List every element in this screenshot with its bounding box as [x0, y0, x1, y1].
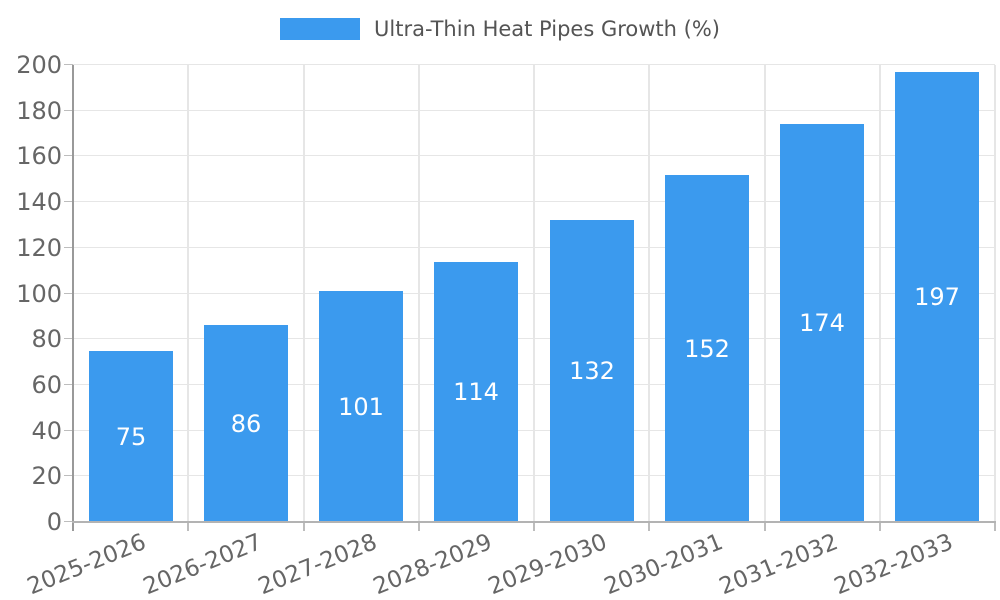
bar-value-label: 114 [453, 378, 499, 406]
bar-value-label: 152 [684, 334, 730, 363]
y-axis-tick [64, 475, 73, 477]
x-axis-tick [187, 522, 190, 531]
y-axis-tick [64, 64, 73, 65]
y-axis-label: 140 [16, 188, 62, 217]
y-axis-tick [64, 109, 73, 111]
y-axis-tick [64, 292, 73, 294]
gridline-vertical [763, 65, 766, 522]
bar-value-label: 197 [914, 283, 960, 311]
x-axis-label: 2032-2033 [830, 529, 957, 600]
bar[interactable]: 197 [895, 72, 979, 522]
bar[interactable]: 75 [89, 351, 173, 522]
y-axis-label: 60 [31, 370, 62, 399]
x-axis-tick [533, 522, 535, 531]
gridline-vertical [533, 65, 535, 522]
x-axis-tick [878, 522, 881, 531]
y-axis-tick [64, 155, 73, 157]
chart-legend[interactable]: Ultra-Thin Heat Pipes Growth (%) [0, 17, 1000, 41]
gridline-vertical [417, 65, 420, 522]
y-axis-label: 100 [16, 279, 62, 308]
legend-color-swatch [280, 18, 361, 40]
gridline-vertical [994, 65, 996, 522]
y-axis-label: 120 [16, 233, 62, 262]
x-axis-tick [763, 522, 766, 531]
bar-value-label: 132 [569, 357, 615, 385]
x-axis-line [72, 521, 996, 523]
y-axis-tick [64, 429, 73, 431]
x-axis-label: 2025-2026 [24, 529, 150, 600]
bar[interactable]: 101 [319, 291, 403, 522]
bar[interactable]: 174 [780, 124, 864, 522]
y-axis-tick [64, 246, 73, 248]
y-axis-tick [64, 338, 73, 340]
y-axis-tick [64, 201, 73, 203]
x-axis-tick [648, 522, 651, 531]
bar-value-label: 174 [799, 309, 845, 337]
x-axis-label: 2027-2028 [254, 529, 381, 600]
bar[interactable]: 86 [204, 325, 288, 522]
bar-value-label: 101 [338, 392, 384, 421]
y-axis-label: 80 [31, 325, 62, 354]
y-axis-label: 20 [31, 462, 62, 491]
y-axis-tick [64, 521, 73, 522]
bar[interactable]: 152 [665, 175, 749, 522]
y-axis-label: 200 [16, 51, 62, 79]
gridline-vertical [648, 65, 651, 522]
bar[interactable]: 132 [550, 220, 634, 522]
y-axis-tick [64, 383, 73, 385]
bar-value-label: 86 [230, 409, 262, 438]
y-axis-line [72, 65, 74, 531]
y-axis-label: 40 [31, 416, 62, 445]
x-axis-label: 2030-2031 [600, 529, 727, 600]
x-axis-tick [302, 522, 305, 531]
x-axis-label: 2028-2029 [369, 529, 496, 600]
bar-value-label: 75 [115, 422, 147, 451]
y-axis-label: 160 [16, 142, 62, 171]
bar[interactable]: 114 [434, 262, 518, 522]
gridline-horizontal [73, 64, 995, 65]
legend-label: Ultra-Thin Heat Pipes Growth (%) [374, 17, 720, 41]
x-axis-label: 2026-2027 [139, 529, 266, 600]
gridline-vertical [302, 65, 305, 522]
x-axis-label: 2031-2032 [715, 529, 842, 600]
x-axis-label: 2029-2030 [485, 529, 611, 600]
y-axis-label: 180 [16, 96, 62, 125]
gridline-vertical [187, 65, 190, 522]
gridline-vertical [878, 65, 881, 522]
y-axis-label: 0 [46, 508, 62, 536]
x-axis-tick [417, 522, 420, 531]
x-axis-tick [994, 522, 996, 531]
